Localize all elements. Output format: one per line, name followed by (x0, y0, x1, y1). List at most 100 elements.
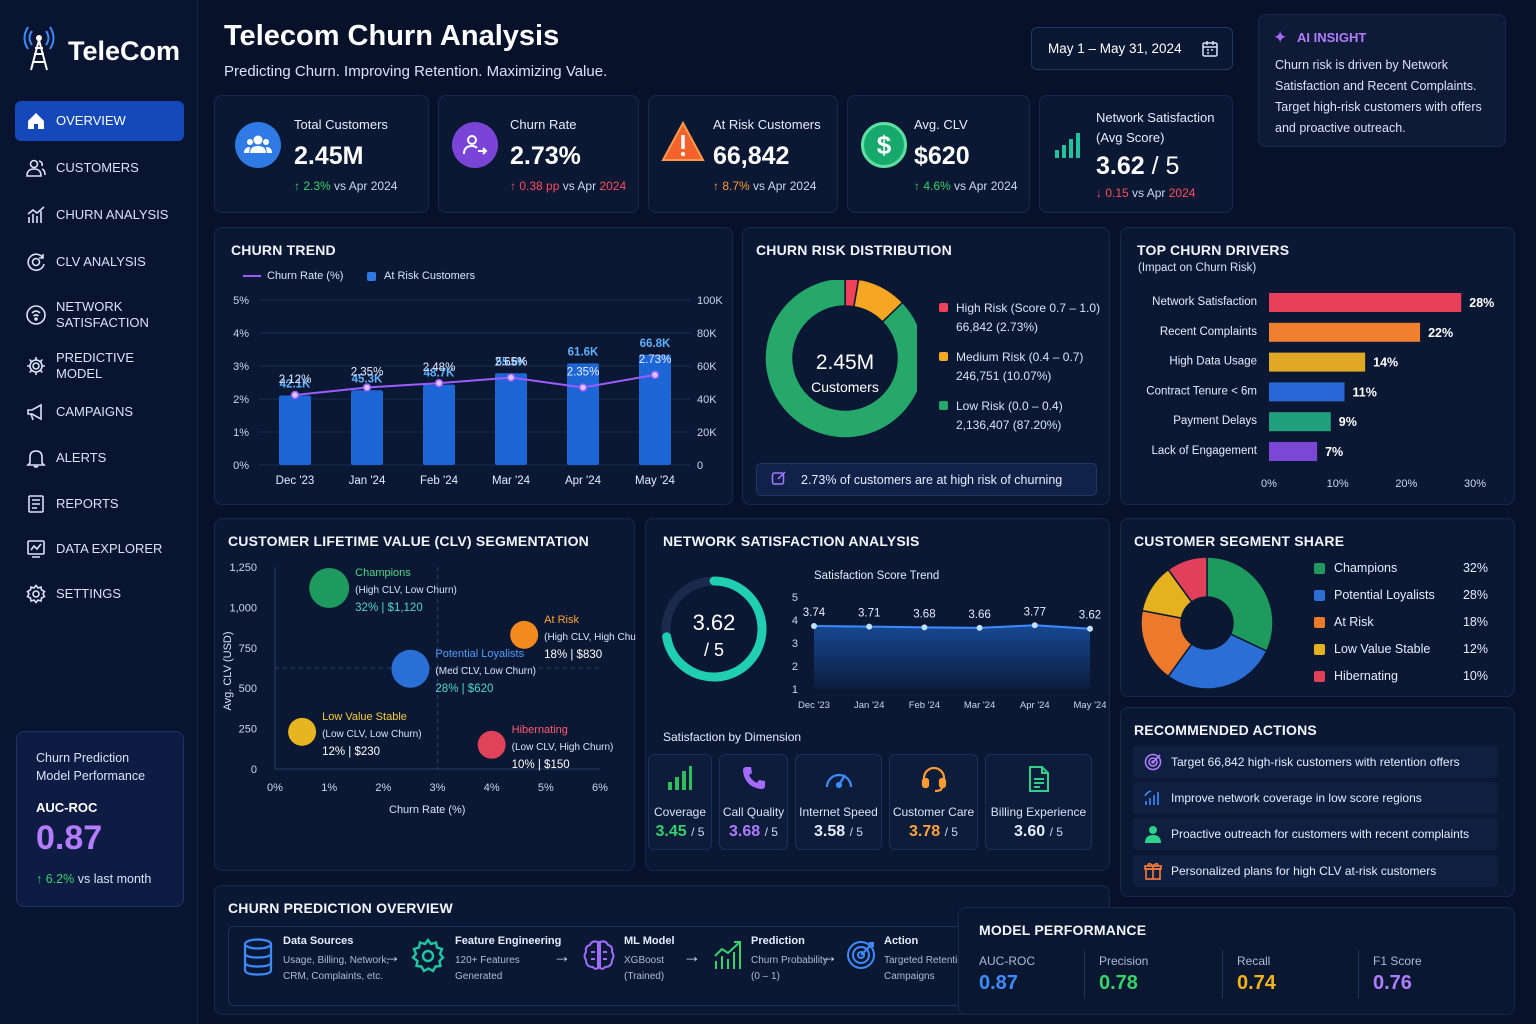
nav-campaigns[interactable]: CAMPAIGNS (15, 392, 184, 432)
driver-value: 22% (1428, 326, 1453, 340)
kpi-delta: ↑ 4.6% vs Apr 2024 (914, 179, 1017, 193)
nav-data-explorer[interactable]: DATA EXPLORER (15, 529, 184, 569)
model-performance-panel: MODEL PERFORMANCE (958, 907, 1515, 1015)
segment-pct: 32% (1462, 561, 1488, 575)
step-title: Data Sources (283, 935, 354, 947)
churn-drivers-panel: TOP CHURN DRIVERS (Impact on Churn Risk)… (1120, 227, 1515, 505)
line-point (921, 624, 928, 631)
scatter-point (391, 649, 430, 688)
step-desc: Generated (455, 971, 503, 982)
action-label: Target 66,842 high-risk customers with r… (1171, 755, 1460, 769)
risk-item-low: Low Risk (0.0 – 0.4) 2,136,407 (87.20%) (939, 397, 1063, 435)
driver-bar (1269, 352, 1366, 372)
legend-churn-rate: Churn Rate (%) (243, 270, 343, 282)
action-item[interactable]: Proactive outreach for customers with re… (1133, 818, 1498, 850)
megaphone-icon (25, 401, 47, 423)
action-item[interactable]: Target 66,842 high-risk customers with r… (1133, 746, 1498, 778)
y-tick: 3 (792, 638, 798, 650)
donut-center-label: Customers (811, 379, 879, 395)
x-tick: Dec '23 (276, 475, 315, 487)
delta-value: 0.38 pp (519, 179, 560, 193)
risk-item-medium: Medium Risk (0.4 – 0.7) 246,751 (10.07%) (939, 348, 1083, 386)
report-icon (25, 493, 47, 515)
arrow-right-icon: → (683, 946, 701, 966)
nav-alerts[interactable]: ALERTS (15, 438, 184, 478)
point-sub: (Low CLV, High Churn) (512, 742, 614, 753)
bar-label: 55.6K (496, 356, 527, 368)
bar (567, 363, 599, 465)
metric-label: F1 Score (1373, 954, 1422, 968)
panel-title: TOP CHURN DRIVERS (1137, 242, 1290, 258)
dim-name: Billing Experience (990, 805, 1087, 819)
nav-clv-analysis[interactable]: CLV ANALYSIS (15, 242, 184, 282)
dim-coverage: Coverage 3.45 / 5 (648, 754, 712, 850)
nav-reports[interactable]: REPORTS (15, 484, 184, 524)
delta-suffix: vs Apr 2024 (753, 179, 817, 193)
gauge-value: 3.62 (692, 610, 736, 635)
point-sub: (High CLV, High Churn) (544, 632, 636, 643)
line-point (578, 383, 588, 392)
signal-bars-icon (1054, 132, 1082, 163)
x-tick: Jan '24 (854, 700, 884, 711)
line-label: 2.73% (639, 354, 672, 366)
segment-donut-chart (1141, 556, 1274, 690)
risk-name: Low Risk (0.0 – 0.4) (956, 399, 1063, 413)
action-item[interactable]: Improve network coverage in low score re… (1133, 782, 1498, 814)
y-tick-right: 100K (697, 295, 723, 307)
line-series (813, 624, 1091, 630)
kpi-churn-rate: Churn Rate 2.73% ↑ 0.38 pp vs Apr 2024 (438, 95, 639, 213)
step-title: Feature Engineering (455, 935, 562, 947)
delta-suffix: vs Apr 2024 (334, 179, 398, 193)
point-name: Champions (355, 567, 411, 579)
nav-settings[interactable]: SETTINGS (15, 574, 184, 614)
nav-predictive-model[interactable]: PREDICTIVE MODEL (15, 346, 184, 386)
gear-icon (410, 938, 446, 979)
x-tick: 30% (1464, 478, 1486, 490)
kpi-at-risk-customers: At Risk Customers 66,842 ↑ 8.7% vs Apr 2… (648, 95, 838, 213)
step-desc: (0 – 1) (751, 971, 780, 982)
kpi-delta: ↑ 2.3% vs Apr 2024 (294, 179, 397, 193)
up-arrow-icon: ↑ (713, 179, 719, 193)
line-point (290, 390, 300, 400)
delta-value: 2.3% (303, 179, 331, 193)
y-tick-left: 2% (233, 394, 249, 406)
nav-churn-analysis[interactable]: CHURN ANALYSIS (15, 195, 184, 235)
line-label: 3.77 (1024, 606, 1046, 618)
segment-row: Hibernating 10% (1314, 669, 1488, 683)
dim-score-suffix: / 5 (764, 825, 778, 839)
delta-value: 6.2% (45, 872, 75, 886)
nav-network-satisfaction[interactable]: NETWORK SATISFACTION (15, 292, 184, 338)
y-tick-left: 5% (233, 295, 249, 307)
kpi-avg-clv: $ Avg. CLV $620 ↑ 4.6% vs Apr 2024 (847, 95, 1030, 213)
brain-icon (582, 938, 616, 977)
scatter-point (288, 717, 317, 746)
kpi-value: 66,842 (713, 142, 790, 170)
step-desc: Usage, Billing, Network, (283, 955, 390, 966)
line-label: 3.68 (913, 608, 935, 620)
gift-icon (1143, 861, 1163, 881)
risk-note-text: 2.73% of customers are at high risk of c… (801, 472, 1063, 487)
nav-overview[interactable]: OVERVIEW (15, 101, 184, 141)
delta-suffix-year: 2024 (1168, 186, 1196, 200)
action-item[interactable]: Personalized plans for high CLV at-risk … (1133, 855, 1498, 887)
churn-drivers-chart: 0% 10% 20% 30% Network Satisfaction 28% Recent… (1146, 293, 1494, 490)
clv-scatter-chart: 0 250 500 750 1,000 1,250 0% 1% 2% 3% 4% 5% 6% Champi… (229, 562, 636, 794)
dim-score-value: 3.68 (729, 823, 761, 840)
x-tick: 4% (484, 782, 500, 794)
step-title: Prediction (751, 935, 805, 947)
model-card-value: 0.87 (36, 819, 103, 857)
line-point (866, 623, 873, 630)
calendar-icon (1201, 40, 1219, 61)
dim-score-value: 3.60 (1014, 823, 1046, 840)
signal-bars-icon (649, 765, 711, 795)
legend-label: Churn Rate (%) (267, 270, 344, 282)
segment-pct: 12% (1462, 642, 1488, 656)
model-card-metric: AUC-ROC (36, 800, 98, 815)
dim-score-suffix: / 5 (849, 825, 863, 839)
step-desc: CRM, Complaints, etc. (283, 971, 384, 982)
line-label: 3.71 (858, 608, 880, 620)
x-tick: 6% (592, 782, 608, 794)
metric-label: Precision (1099, 954, 1149, 968)
date-range-picker[interactable]: May 1 – May 31, 2024 (1031, 27, 1233, 70)
nav-customers[interactable]: CUSTOMERS (15, 148, 184, 188)
